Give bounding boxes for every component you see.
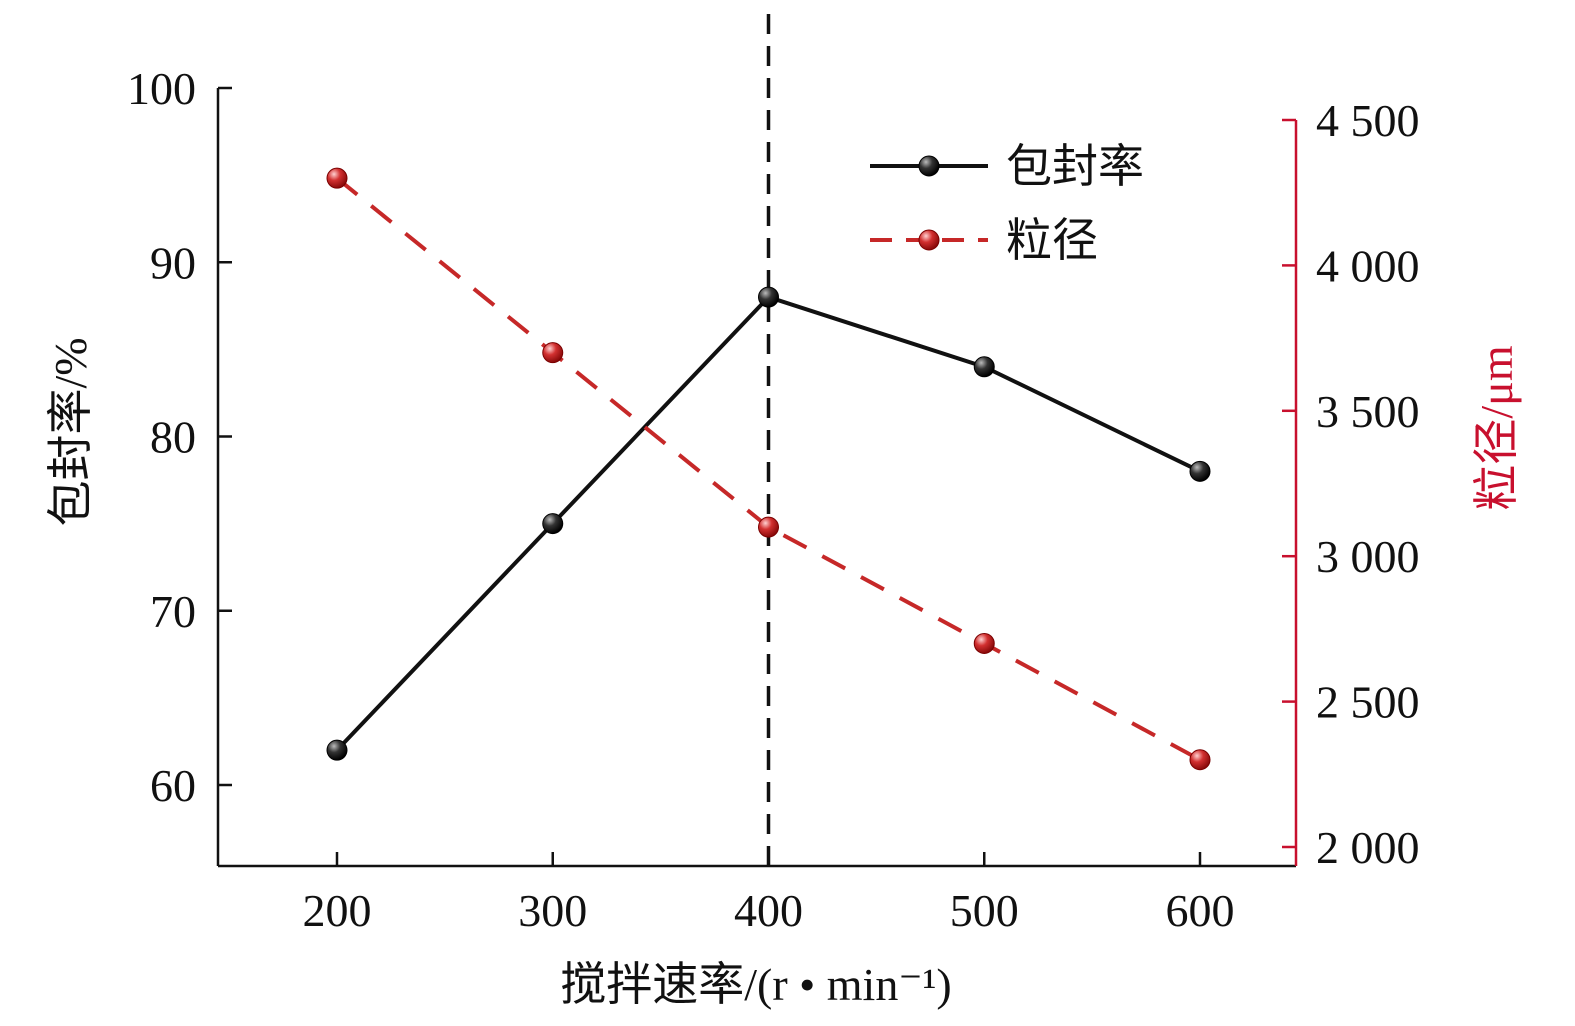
left-y-axis-title: 包封率/% <box>45 337 96 526</box>
x-axis-title: 搅拌速率/(r • min⁻¹) <box>560 959 951 1010</box>
data-point <box>973 356 995 378</box>
right-y-tick-label: 3 500 <box>1316 386 1420 437</box>
left-y-tick-label: 90 <box>150 237 196 288</box>
left-y-tick-label: 70 <box>150 586 196 637</box>
axes <box>216 88 1298 868</box>
legend-marker-2 <box>918 229 940 251</box>
data-point <box>758 516 779 538</box>
right-y-tick-label: 4 500 <box>1316 95 1420 146</box>
legend-label-1: 包封率 <box>1006 141 1144 192</box>
x-tick-label: 500 <box>950 885 1019 936</box>
legend-marker-1 <box>918 155 940 177</box>
right-y-tick-label: 2 500 <box>1316 677 1420 728</box>
data-point <box>326 167 348 189</box>
data-point <box>758 286 779 308</box>
right-y-tick-label: 2 000 <box>1316 822 1420 873</box>
ticks: 60 70 80 90 100 2 000 2 500 3 000 3 500 4 000 4 50… <box>127 63 1420 936</box>
data-point <box>1189 460 1211 482</box>
right-y-axis-title: 粒径/μm <box>1471 345 1522 510</box>
x-tick-label: 200 <box>303 885 372 936</box>
data-point <box>542 342 564 364</box>
left-y-tick-label: 60 <box>150 760 196 811</box>
x-tick-label: 400 <box>734 885 803 936</box>
left-y-tick-label: 100 <box>127 63 196 114</box>
data-point <box>1189 749 1211 771</box>
data-point <box>973 632 995 654</box>
left-y-tick-label: 80 <box>150 412 196 463</box>
series-group <box>326 167 1211 771</box>
legend-label-2: 粒径 <box>1006 215 1098 266</box>
series-line-2 <box>335 176 1201 762</box>
data-point <box>542 513 564 535</box>
right-y-tick-label: 4 000 <box>1316 240 1420 291</box>
data-point <box>326 739 348 761</box>
x-tick-label: 600 <box>1166 885 1235 936</box>
x-tick-label: 300 <box>518 885 587 936</box>
axis-titles: 搅拌速率/(r • min⁻¹) 包封率/% 粒径/μm <box>45 337 1522 1010</box>
right-y-tick-label: 3 000 <box>1316 531 1420 582</box>
